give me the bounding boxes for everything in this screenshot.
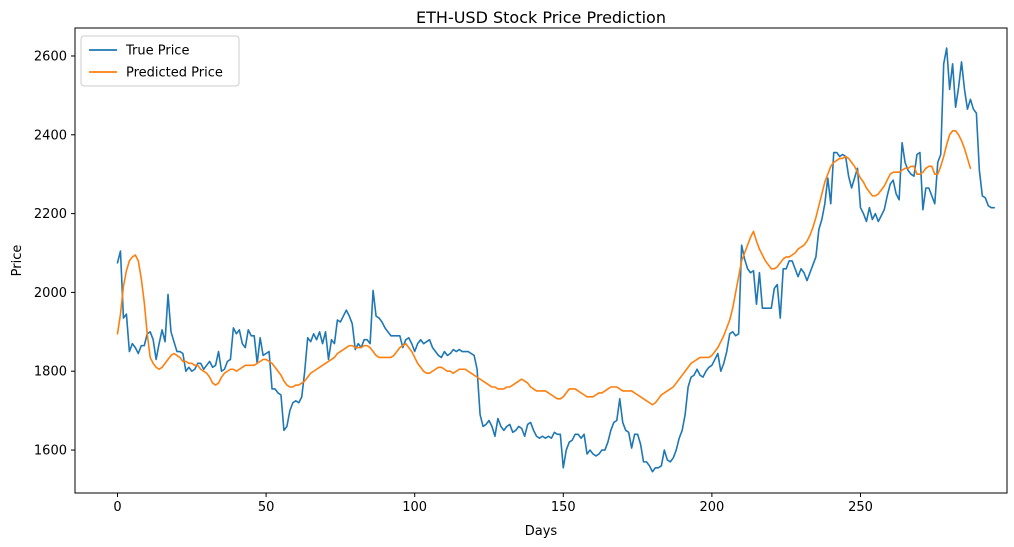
- x-tick-label: 100: [402, 500, 427, 515]
- x-axis-label: Days: [525, 524, 558, 539]
- x-tick-label: 250: [848, 500, 873, 515]
- y-tick-label: 2200: [34, 207, 67, 222]
- legend-label: True Price: [125, 44, 189, 59]
- y-tick-label: 1800: [34, 365, 67, 380]
- legend-label: Predicted Price: [126, 66, 223, 81]
- legend-box: [80, 35, 240, 87]
- plot-series: [116, 47, 996, 473]
- x-axis-ticks: 0 50 100 150 200 250: [113, 493, 873, 515]
- plot-area-frame: [74, 27, 1008, 494]
- x-tick-label: 50: [258, 500, 275, 515]
- legend: True Price Predicted Price: [80, 35, 240, 87]
- y-axis-label: Price: [10, 245, 25, 277]
- series-line-predicted-price: [116, 130, 972, 406]
- y-tick-label: 1600: [34, 444, 67, 459]
- y-tick-label: 2600: [34, 49, 67, 64]
- x-tick-label: 150: [551, 500, 576, 515]
- x-tick-label: 0: [113, 500, 121, 515]
- x-tick-label: 200: [699, 500, 724, 515]
- y-tick-label: 2400: [34, 128, 67, 143]
- y-tick-label: 2000: [34, 286, 67, 301]
- y-axis-ticks: 1600 1800 2000 2200 2400 2600: [34, 49, 75, 459]
- series-line-true-price: [116, 47, 996, 473]
- chart-title: ETH-USD Stock Price Prediction: [416, 8, 666, 27]
